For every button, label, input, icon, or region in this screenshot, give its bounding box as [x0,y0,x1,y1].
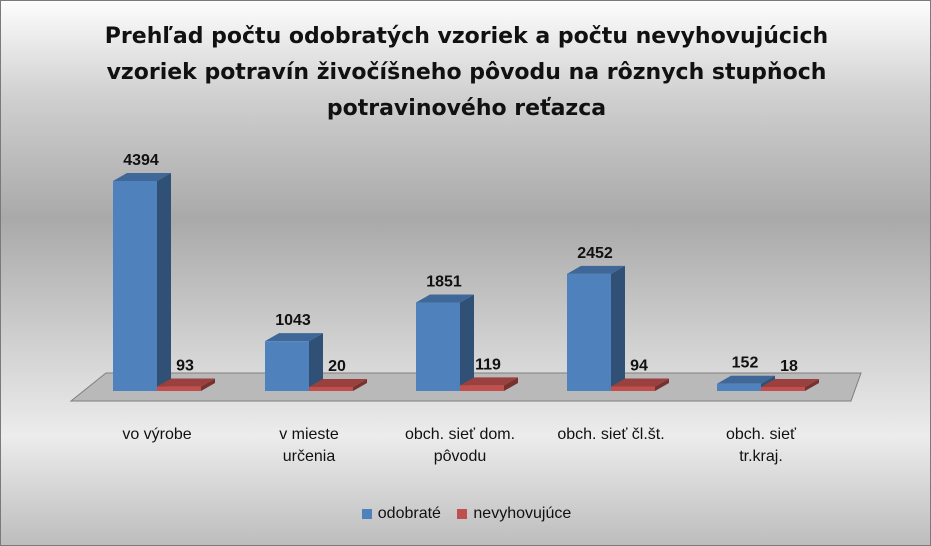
bar-odobrate [416,302,460,391]
legend: odobraté nevyhovujúce [1,505,930,524]
legend-swatch-odobrate [361,509,372,519]
bar-side [157,173,171,391]
bar-side [655,378,669,391]
data-label: 18 [780,358,798,375]
bar-nevyhovujuce [460,385,504,391]
legend-label-odobrate: odobraté [377,505,441,522]
category-label: pôvodu [434,448,487,465]
category-label: obch. sieť [726,426,797,443]
bar-odobrate [113,181,157,391]
legend-item-odobrate: odobraté [361,505,441,523]
data-label: 152 [732,355,759,372]
bar-side [805,379,819,391]
legend-item-nevyhovujuce: nevyhovujúce [457,505,571,523]
chart-title: Prehľad počtu odobratých vzoriek a počtu… [104,24,829,121]
bar-side [460,294,474,391]
bar-top [416,294,474,303]
legend-label-nevyhovujuce: nevyhovujúce [473,505,572,522]
bar-top [611,378,669,387]
bar-top [157,378,215,387]
category-label: obch. sieť dom. [405,426,515,443]
data-label: 4394 [123,152,159,169]
bar-top [567,265,625,274]
bar-top [717,375,775,384]
data-label: 1043 [275,312,311,329]
bar-odobrate [265,341,309,391]
legend-swatch-nevyhovujuce [457,509,468,519]
data-label: 1851 [426,274,462,291]
bar-side [353,379,367,391]
category-label: vo výrobe [122,426,191,443]
bar-odobrate [717,383,761,391]
bar-nevyhovujuce [761,387,805,391]
category-label: obch. sieť čl.št. [557,426,664,443]
data-label: 119 [475,356,501,373]
bar-top [265,333,323,342]
bar-side [504,377,518,391]
bar-nevyhovujuce [309,387,353,391]
data-label: 94 [630,358,648,375]
category-label: v mieste [279,426,339,443]
data-label: 2452 [577,245,613,262]
bar-side [309,333,323,391]
category-label: tr.kraj. [739,448,783,465]
data-label: 93 [176,358,194,375]
bar-side [201,378,215,391]
bar-top [460,377,518,386]
bar-nevyhovujuce [611,386,655,391]
bar-side [611,265,625,391]
data-label: 20 [328,358,346,375]
bar-top [113,173,171,181]
bar-top [761,379,819,387]
category-label: určenia [283,448,336,465]
bar-odobrate [567,273,611,391]
bar-nevyhovujuce [157,386,201,391]
bar-top [309,379,367,387]
